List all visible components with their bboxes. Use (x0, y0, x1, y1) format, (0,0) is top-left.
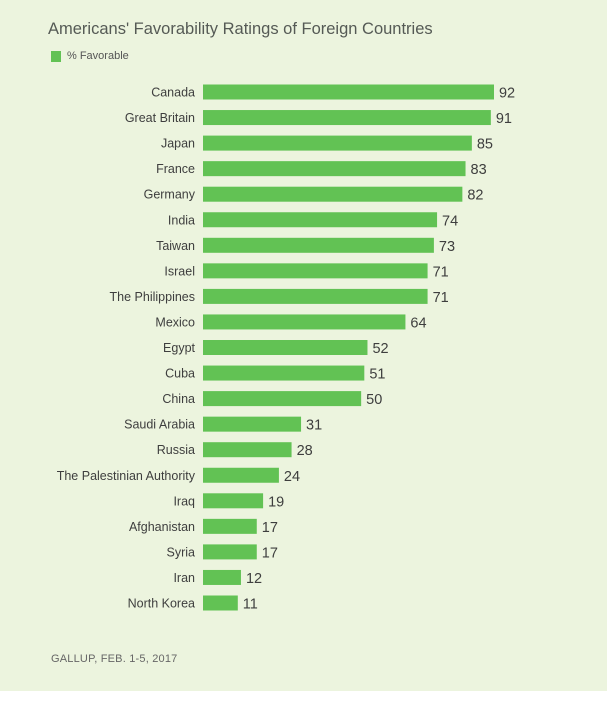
category-label: Cuba (165, 367, 195, 381)
value-label: 74 (442, 213, 458, 229)
value-label: 19 (268, 494, 284, 510)
legend-label: % Favorable (67, 50, 129, 62)
value-label: 24 (284, 469, 300, 485)
category-label: Israel (164, 264, 195, 278)
bar (203, 161, 466, 177)
bar (203, 340, 368, 355)
bar (203, 365, 365, 381)
chart-title: Americans' Favorability Ratings of Forei… (48, 20, 433, 38)
value-label: 92 (499, 86, 515, 102)
value-label: 28 (297, 443, 313, 459)
category-label: India (168, 213, 195, 227)
bar (203, 493, 264, 509)
category-label: North Korea (128, 597, 195, 611)
category-label: The Philippines (110, 290, 195, 304)
category-label: Mexico (155, 315, 195, 329)
category-label: Afghanistan (129, 520, 195, 534)
bar (203, 84, 494, 100)
value-label: 11 (243, 597, 258, 613)
bar (203, 186, 463, 202)
bar (203, 110, 491, 126)
category-label: France (156, 162, 195, 176)
category-label: The Palestinian Authority (57, 469, 196, 483)
legend: % Favorable (51, 50, 129, 62)
value-label: 50 (366, 392, 382, 408)
value-label: 17 (262, 520, 278, 536)
category-label: Germany (144, 188, 196, 202)
value-label: 64 (410, 315, 426, 331)
bar (203, 442, 292, 458)
bar (203, 416, 302, 432)
bar (203, 467, 279, 483)
value-label: 51 (369, 367, 385, 383)
bar (203, 544, 257, 560)
bar (203, 569, 241, 585)
source-note: GALLUP, FEB. 1-5, 2017 (51, 653, 178, 665)
value-label: 91 (496, 111, 512, 127)
bar (203, 237, 434, 253)
value-label: 71 (433, 290, 449, 306)
value-label: 82 (467, 188, 483, 204)
category-label: Syria (167, 545, 196, 559)
category-label: Taiwan (156, 239, 195, 253)
category-label: Canada (151, 86, 195, 100)
category-label: Iran (173, 571, 195, 585)
value-label: 83 (471, 162, 487, 178)
bar (203, 212, 438, 228)
legend-swatch (51, 50, 61, 62)
value-label: 17 (262, 545, 278, 561)
value-label: 73 (439, 239, 455, 255)
value-label: 71 (433, 264, 449, 280)
value-label: 12 (246, 571, 262, 587)
value-label: 52 (372, 341, 388, 357)
category-label: Saudi Arabia (124, 418, 195, 432)
category-label: Iraq (173, 494, 195, 508)
bar (203, 263, 428, 279)
category-label: Great Britain (125, 111, 195, 125)
bar (203, 135, 472, 151)
category-label: Egypt (163, 341, 195, 355)
bar (203, 391, 362, 407)
value-label: 31 (306, 418, 322, 434)
value-label: 85 (477, 137, 493, 153)
bar (203, 314, 406, 330)
bar (203, 595, 238, 611)
bar (203, 288, 428, 304)
bar (203, 518, 257, 534)
category-label: Japan (161, 137, 195, 151)
category-label: Russia (157, 443, 195, 457)
category-label: China (162, 392, 195, 406)
